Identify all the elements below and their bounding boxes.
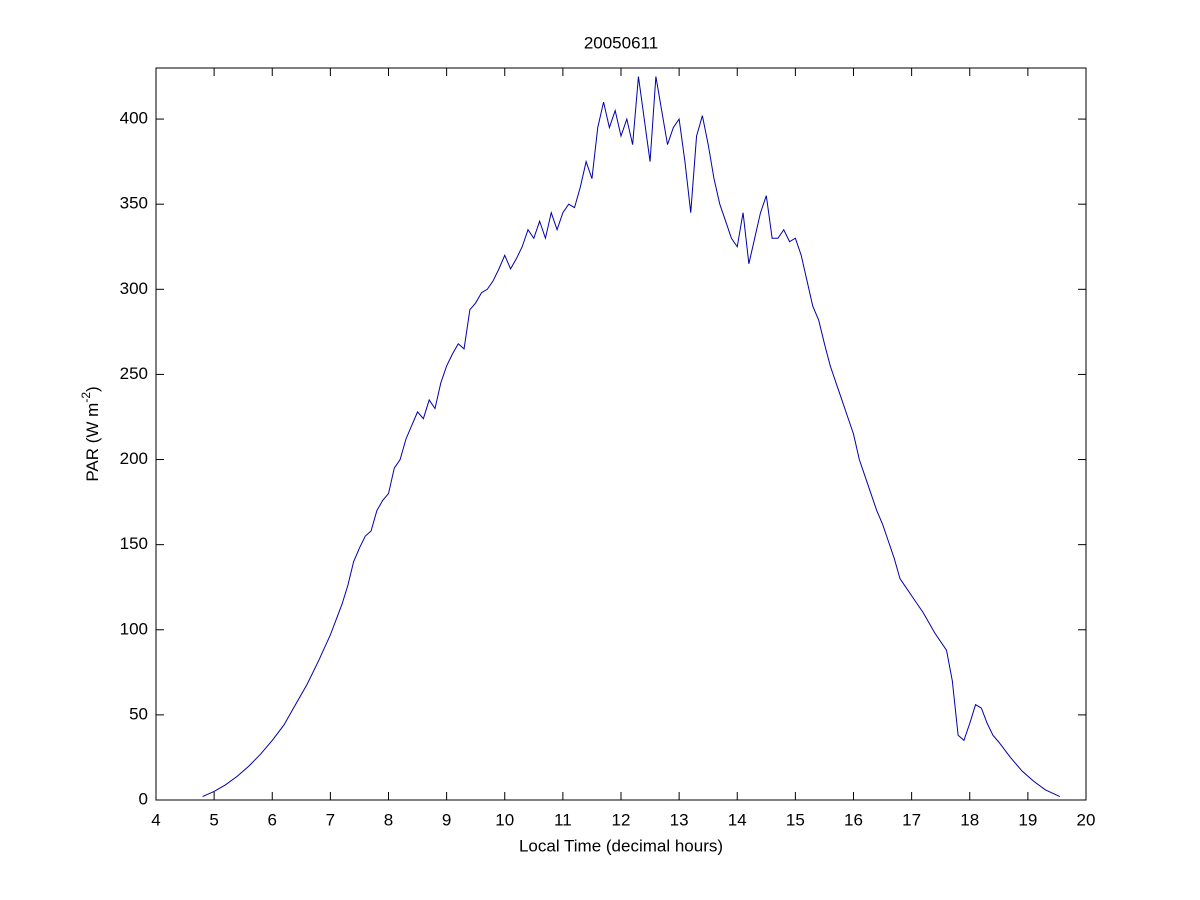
- y-tick-label: 300: [120, 279, 148, 298]
- x-tick-label: 7: [326, 810, 335, 829]
- y-axis-label: PAR (W m-2): [79, 386, 102, 481]
- y-label-superscript: -2: [79, 392, 93, 403]
- x-tick-label: 10: [495, 810, 514, 829]
- y-tick-label: 0: [139, 789, 148, 808]
- data-line: [202, 76, 1061, 798]
- x-tick-label: 6: [268, 810, 277, 829]
- x-tick-label: 4: [151, 810, 160, 829]
- y-tick-label: 150: [120, 534, 148, 553]
- x-tick-label: 9: [442, 810, 451, 829]
- x-tick-label: 5: [209, 810, 218, 829]
- x-tick-label: 15: [786, 810, 805, 829]
- y-tick-label: 250: [120, 364, 148, 383]
- x-tick-label: 20: [1077, 810, 1096, 829]
- x-tick-label: 11: [554, 810, 572, 829]
- y-tick-label: 100: [120, 619, 148, 638]
- x-tick-label: 12: [612, 810, 631, 829]
- y-label-suffix: ): [83, 386, 102, 392]
- x-tick-label: 19: [1018, 810, 1037, 829]
- y-tick-label: 350: [120, 194, 148, 213]
- x-tick-label: 16: [844, 810, 863, 829]
- x-tick-label: 8: [384, 810, 393, 829]
- chart-title: 20050611: [584, 33, 658, 52]
- x-axis-label: Local Time (decimal hours): [519, 836, 723, 855]
- y-label-text: PAR (W m: [83, 403, 102, 482]
- y-tick-label: 50: [129, 704, 148, 723]
- x-tick-label: 17: [902, 810, 921, 829]
- y-tick-label: 400: [120, 109, 148, 128]
- x-tick-label: 18: [960, 810, 979, 829]
- x-tick-label: 13: [670, 810, 689, 829]
- x-tick-label: 14: [728, 810, 747, 829]
- y-tick-label: 200: [120, 449, 148, 468]
